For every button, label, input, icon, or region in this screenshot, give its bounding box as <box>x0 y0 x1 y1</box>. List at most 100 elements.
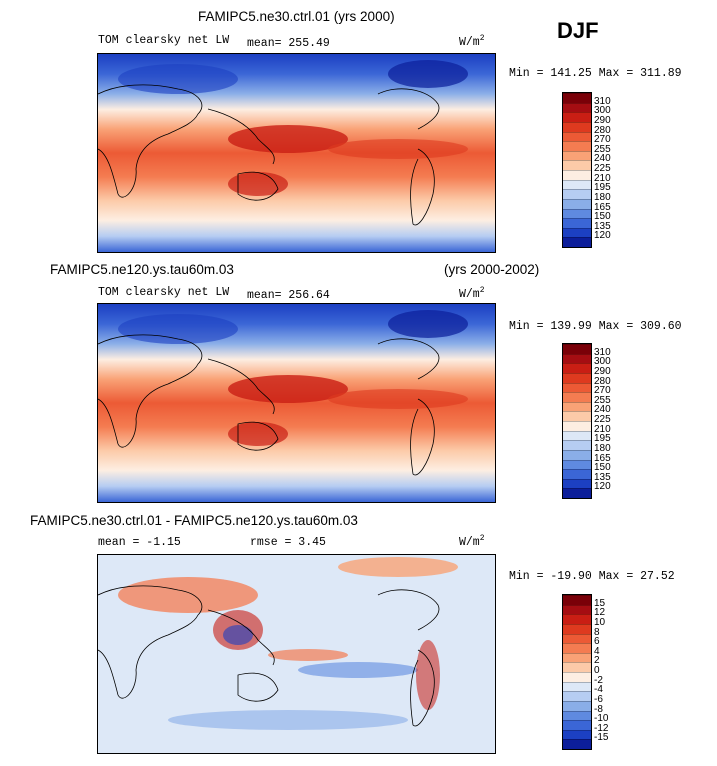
panel2-colorbar-segment <box>563 478 591 489</box>
panel2-colorbar-segment <box>563 363 591 373</box>
panel3-pacific-cold <box>298 662 418 678</box>
panel1-subtitle: TOM clearsky net LW <box>98 34 230 47</box>
season-label: DJF <box>557 18 599 43</box>
panel3-colorbar-tick-label: -2 <box>594 674 603 686</box>
panel2-years: (yrs 2000-2002) <box>444 262 540 277</box>
panel2-colorbar-segment <box>563 449 591 460</box>
panel2-colorbar-segment <box>563 440 591 450</box>
panel3-colorbar-segment <box>563 604 591 615</box>
panel1-colorbar-segment <box>563 160 591 170</box>
panel2-colorbar-tick-label: 120 <box>594 481 611 493</box>
panel2-colorbar-segment <box>563 401 591 412</box>
panel2-colorbar-segment <box>563 411 591 421</box>
panel2-colorbar-tick-label: 150 <box>594 462 611 474</box>
panel1-colorbar-segment <box>563 112 591 122</box>
panel2-colorbar-segment <box>563 392 591 402</box>
panel3-colorbar-tick-label: -10 <box>594 713 609 725</box>
panel3-colorbar-tick-label: 6 <box>594 636 600 648</box>
panel3-colorbar-tick-label: 4 <box>594 645 600 657</box>
panel3-andes-warm <box>416 640 440 710</box>
panel2-colorbar-tick-label: 290 <box>594 365 611 377</box>
panel1-colorbar-tick-label: 280 <box>594 124 611 136</box>
panel2-colorbar-tick-label: 280 <box>594 375 611 387</box>
panel1-colorbar-segment <box>563 102 591 113</box>
panel3-mean: mean = -1.15 <box>98 536 181 549</box>
panel1-siberia-cold <box>118 64 238 94</box>
panel3-pacific-warm <box>268 649 348 661</box>
panel3-colorbar-segment <box>563 700 591 711</box>
panel3-colorbar-segment <box>563 720 591 730</box>
panel1-colorbar-segment <box>563 218 591 228</box>
panel1-mean: mean= 255.49 <box>247 37 330 50</box>
panel2-colorbar-tick-label: 210 <box>594 423 611 435</box>
panel1-colorbar <box>562 92 592 248</box>
panel2-subtitle: TOM clearsky net LW <box>98 286 230 299</box>
panel1-colorbar-segment <box>563 189 591 199</box>
panel1-colorbar-tick-label: 180 <box>594 191 611 203</box>
panel3-colorbar-segment <box>563 633 591 644</box>
panel3-map <box>97 554 496 754</box>
panel2-colorbar-segment <box>563 430 591 441</box>
panel3-title: FAMIPC5.ne30.ctrl.01 - FAMIPC5.ne120.ys.… <box>30 513 358 528</box>
panel3-map-svg <box>98 555 495 753</box>
panel3-colorbar-segment <box>563 672 591 682</box>
panel3-rmse: rmse = 3.45 <box>250 536 326 549</box>
panel2-mean: mean= 256.64 <box>247 289 330 302</box>
panel1-colorbar-segment <box>563 237 591 247</box>
panel3-colorbar-tick-label: 15 <box>594 597 606 609</box>
panel2-colorbar-tick-label: 255 <box>594 394 611 406</box>
panel1-colorbar-segment <box>563 179 591 190</box>
panel2-colorbar-segment <box>563 421 591 431</box>
panel1-colorbar-segment <box>563 208 591 219</box>
panel2-colorbar-tick-label: 225 <box>594 414 611 425</box>
panel3-colorbar-segment <box>563 681 591 692</box>
panel1-map-svg <box>98 54 495 252</box>
panel3-colorbar-segment <box>563 623 591 634</box>
panel1-minmax: Min = 141.25 Max = 311.89 <box>509 67 682 80</box>
panel2-colorbar-tick-label: 135 <box>594 471 611 483</box>
panel3-arctic-warm <box>338 557 458 577</box>
panel2-colorbar-tick-label: 300 <box>594 356 611 368</box>
panel3-coastlines <box>98 585 440 727</box>
panel1-colorbar-tick-label: 210 <box>594 172 611 184</box>
panel2-colorbar-segment <box>563 488 591 498</box>
panel1-colorbar-tick-label: 195 <box>594 182 611 194</box>
panel2-siberia-cold <box>118 314 238 344</box>
panel1-colorbar-tick-label: 150 <box>594 211 611 223</box>
panel1-colorbar-segment <box>563 131 591 142</box>
panel3-colorbar-tick-label: 0 <box>594 665 600 676</box>
panel2-colorbar-tick-label: 310 <box>594 346 611 358</box>
panel3-colorbar-tick-label: -15 <box>594 732 609 744</box>
panel3-colorbar-tick-label: -4 <box>594 684 603 696</box>
panel1-colorbar-tick-label: 255 <box>594 143 611 155</box>
panel3-colorbar <box>562 594 592 750</box>
panel3-colorbar-segment <box>563 729 591 740</box>
panel2-colorbar-tick-label: 195 <box>594 433 611 445</box>
panel2-map-svg <box>98 304 495 502</box>
panel1-colorbar-tick-label: 240 <box>594 153 611 165</box>
panel1-colorbar-tick-label: 165 <box>594 201 611 213</box>
panel3-units: W/m2 <box>459 534 485 549</box>
panel1-colorbar-segment <box>563 227 591 238</box>
panel2-minmax: Min = 139.99 Max = 309.60 <box>509 320 682 333</box>
panel3-colorbar-segment <box>563 662 591 672</box>
panel3-colorbar-tick-label: 8 <box>594 626 600 638</box>
panel1-colorbar-tick-label: 270 <box>594 134 611 146</box>
panel3-colorbar-segment <box>563 595 591 605</box>
panel2-colorbar-segment <box>563 469 591 479</box>
panel1-colorbar-segment <box>563 170 591 180</box>
panel1-colorbar-tick-label: 120 <box>594 230 611 242</box>
panel2-colorbar-segment <box>563 382 591 393</box>
panel1-arctic-cold <box>388 60 468 88</box>
panel2-map <box>97 303 496 503</box>
panel2-australia-warm <box>228 422 288 446</box>
panel2-warm-pool <box>228 375 348 403</box>
panel3-colorbar-tick-label: -6 <box>594 693 603 705</box>
panel1-colorbar-box <box>562 92 592 248</box>
panel3-colorbar-segment <box>563 710 591 721</box>
panel3-colorbar-tick-label: -8 <box>594 703 603 715</box>
panel2-coastlines <box>98 334 440 476</box>
panel2-arctic-cold <box>388 310 468 338</box>
panel1-colorbar-tick-label: 310 <box>594 95 611 107</box>
panel3-minmax: Min = -19.90 Max = 27.52 <box>509 570 675 583</box>
